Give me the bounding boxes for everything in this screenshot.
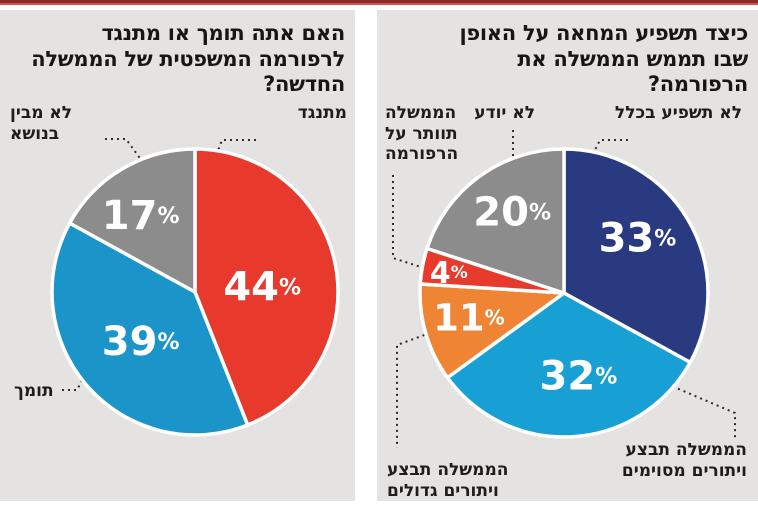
slice-label-give-up-reform: הממשלה תוותר על הרפורמה: [385, 103, 459, 165]
slice-label-dont-know: לא יודע: [474, 103, 535, 123]
slice-label-no-understand: לא מבין בנושא: [10, 103, 73, 144]
pie-value-39pct: 39%: [102, 319, 180, 365]
chart-panel-support-oppose: 44% 39% 17% האם אתה תומך או מתנגד לרפורמה …: [0, 10, 355, 501]
pie-chart-support-oppose: 44% 39% 17%: [50, 138, 340, 437]
pie-value-17pct: 17%: [102, 193, 180, 239]
pie-value-44pct: 44%: [223, 265, 301, 311]
top-accent-bar: [0, 0, 758, 5]
pie-slice-17pct: [67, 147, 197, 294]
slice-label-some-concessions: הממשלה תבצע ויתורים מסוימים: [621, 440, 747, 481]
chart-title-support-oppose: האם אתה תומך או מתנגד לרפורמה המשפטית של…: [31, 21, 345, 97]
top-accent-bar-light: [0, 2, 758, 5]
top-accent-bar-dark: [0, 0, 758, 3]
pie-value-32pct: 32%: [540, 354, 618, 400]
leader-line-big-concessions: [396, 332, 431, 448]
pie-value-11pct: 11%: [433, 296, 505, 339]
leader-line-some-concessions: [666, 383, 736, 438]
leader-line-no-understand: [105, 138, 148, 169]
pie-slice-32pct: [445, 291, 692, 439]
pie-slice-44pct: [193, 147, 340, 427]
pie-chart-protest-effect: 33% 32% 11% 4%20%: [392, 130, 736, 448]
slice-label-big-concessions: הממשלה תבצע ויתורים גדולים: [387, 460, 509, 501]
pie-value-20pct: 20%: [473, 189, 551, 235]
slice-label-oppose: מתנגד: [297, 103, 347, 123]
leader-line-give-up-reform: [392, 175, 428, 270]
pie-value-4pct: 4%: [430, 255, 468, 290]
chart-panel-protest-effect: 33% 32% 11% 4% 20% כיצד תשפיע המחאה על האופן…: [377, 10, 758, 501]
pie-slice-20pct: [425, 147, 566, 295]
pie-slice-33pct: [562, 147, 710, 365]
slice-label-support: תומך: [14, 381, 54, 401]
pie-slice-11pct: [418, 282, 566, 380]
pie-slice-39pct: [50, 221, 250, 437]
pie-value-33pct: 33%: [599, 215, 677, 261]
chart-title-protest-effect: כיצד תשפיע המחאה על האופן שבו תממש הממשל…: [459, 21, 748, 97]
slice-label-no-effect: לא תשפיע בכלל: [614, 103, 742, 123]
